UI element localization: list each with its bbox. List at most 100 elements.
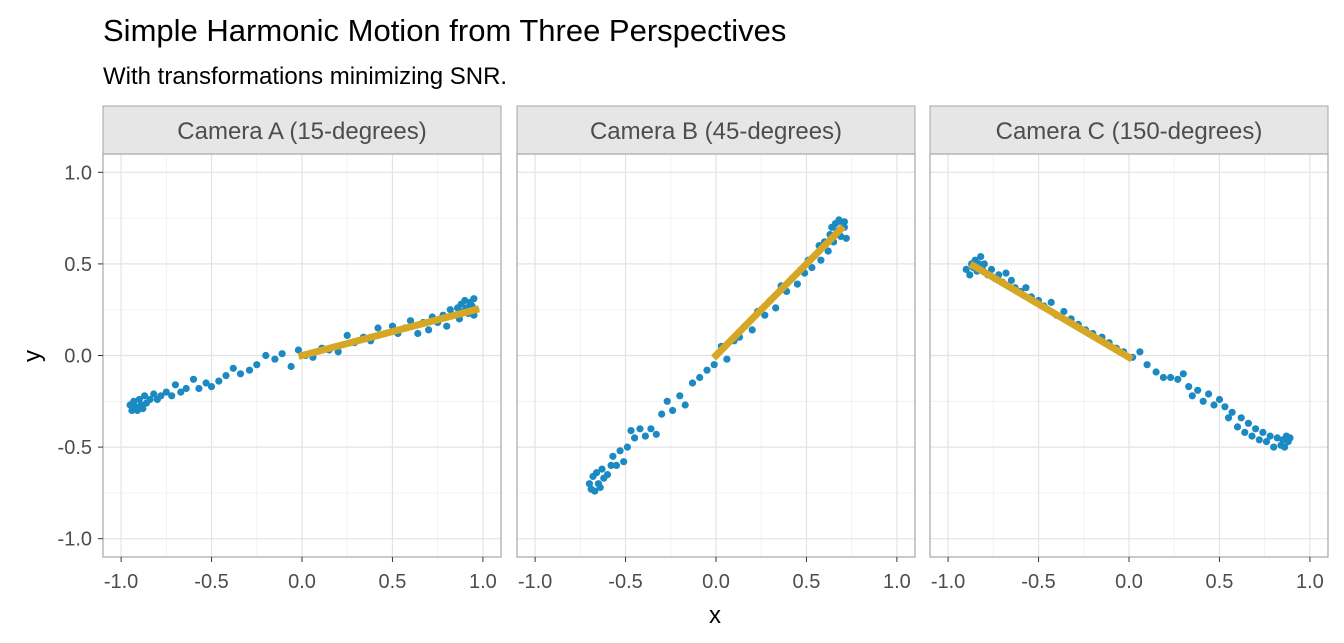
data-point [189, 375, 198, 383]
data-point [1167, 373, 1175, 382]
data-point [598, 465, 606, 473]
data-point [1002, 269, 1010, 277]
data-point [1233, 423, 1242, 431]
y-axis-title: y [19, 350, 46, 362]
x-tick-label: -1.0 [518, 571, 552, 593]
data-point [631, 434, 639, 442]
x-tick-label: 1.0 [1296, 571, 1324, 593]
data-point [987, 265, 996, 273]
y-tick-label: -1.0 [58, 529, 92, 551]
data-point [596, 483, 604, 491]
data-point [1152, 368, 1160, 376]
data-point [162, 388, 170, 396]
gridlines [517, 154, 915, 557]
chart-title: Simple Harmonic Motion from Three Perspe… [103, 13, 786, 48]
data-point [681, 401, 689, 409]
data-point [1047, 298, 1055, 306]
data-point [229, 364, 237, 372]
data-point [1237, 414, 1245, 422]
data-point [1185, 383, 1193, 391]
data-point [688, 379, 697, 387]
x-tick-label: 0.0 [288, 571, 316, 593]
x-tick-label: 0.0 [1115, 571, 1143, 593]
data-point [585, 480, 594, 488]
data-point [133, 406, 141, 415]
strip-header-camera-a [102, 105, 502, 155]
data-point [612, 461, 621, 469]
data-point [150, 390, 158, 398]
data-point [1188, 392, 1196, 400]
y-tick-label: -0.5 [58, 437, 92, 459]
data-point [139, 405, 147, 413]
data-point [980, 260, 988, 268]
x-axis: -1.0 -0.5 0.0 0.5 1.0 -1.0 -0.5 0.0 0.5 1.0 -1.0 -0… [104, 557, 1324, 593]
data-point [1194, 386, 1202, 394]
data-point [135, 395, 143, 404]
data-point [141, 392, 149, 400]
data-point [1228, 408, 1236, 416]
data-point [461, 296, 469, 305]
data-point [609, 452, 617, 460]
panel-camera-a: Camera A (15-degrees) [102, 105, 502, 558]
data-point [1022, 284, 1030, 292]
data-point [1136, 348, 1144, 356]
chart-subtitle: With transformations minimizing SNR. [103, 63, 507, 90]
data-point [1266, 432, 1274, 440]
data-point [245, 366, 254, 374]
data-point [623, 443, 632, 451]
data-point [195, 384, 203, 393]
data-point [1255, 436, 1263, 444]
data-point [1215, 395, 1224, 404]
data-point [130, 397, 138, 405]
data-point [1179, 370, 1187, 378]
strip-header-camera-c [929, 105, 1329, 155]
data-point [278, 350, 286, 358]
data-point [1199, 397, 1207, 405]
data-point [1143, 361, 1151, 369]
plot-area-camera-a [102, 153, 502, 558]
data-point [1007, 276, 1016, 284]
data-point [696, 373, 704, 382]
panel-camera-b: Camera B (45-degrees) [516, 105, 916, 558]
plot-area-camera-b [516, 153, 916, 558]
y-tick-label: 0.0 [64, 346, 92, 368]
data-point [1159, 373, 1167, 382]
data-point [1205, 390, 1213, 398]
data-point [1248, 432, 1256, 440]
strip-header-camera-b [516, 105, 916, 155]
data-point [294, 346, 302, 354]
data-point [616, 447, 624, 455]
data-point [658, 410, 666, 418]
data-point [1060, 307, 1068, 316]
data-point [977, 253, 985, 261]
data-point [146, 395, 154, 404]
data-point [446, 306, 454, 314]
x-tick-label: 0.5 [1206, 571, 1234, 593]
data-point [202, 379, 210, 387]
x-tick-label: 0.5 [793, 571, 821, 593]
data-point [761, 311, 769, 319]
principal-axis-segment [968, 260, 1134, 363]
data-point [620, 458, 628, 466]
gridlines [103, 154, 501, 557]
x-tick-label: -1.0 [104, 571, 138, 593]
data-point [808, 264, 816, 272]
data-point [703, 366, 711, 374]
data-point [1224, 414, 1233, 422]
x-tick-label: -1.0 [931, 571, 965, 593]
data-point [1210, 401, 1218, 409]
y-tick-label: 0.5 [64, 254, 92, 276]
data-point [669, 406, 677, 415]
data-point [425, 326, 433, 334]
strip-label-camera-a: Camera A (15-degrees) [177, 118, 426, 145]
data-point [182, 384, 190, 393]
principal-axis-segment [297, 305, 480, 360]
data-point [1270, 443, 1278, 451]
panel-camera-c: Camera C (150-degrees) [929, 105, 1329, 558]
y-axis: 1.0 0.5 0.0 -0.5 -1.0 [58, 162, 103, 551]
plot-area-camera-c [929, 153, 1329, 558]
data-point [287, 362, 295, 371]
data-point [966, 271, 974, 279]
principal-axis-segment [711, 224, 846, 361]
